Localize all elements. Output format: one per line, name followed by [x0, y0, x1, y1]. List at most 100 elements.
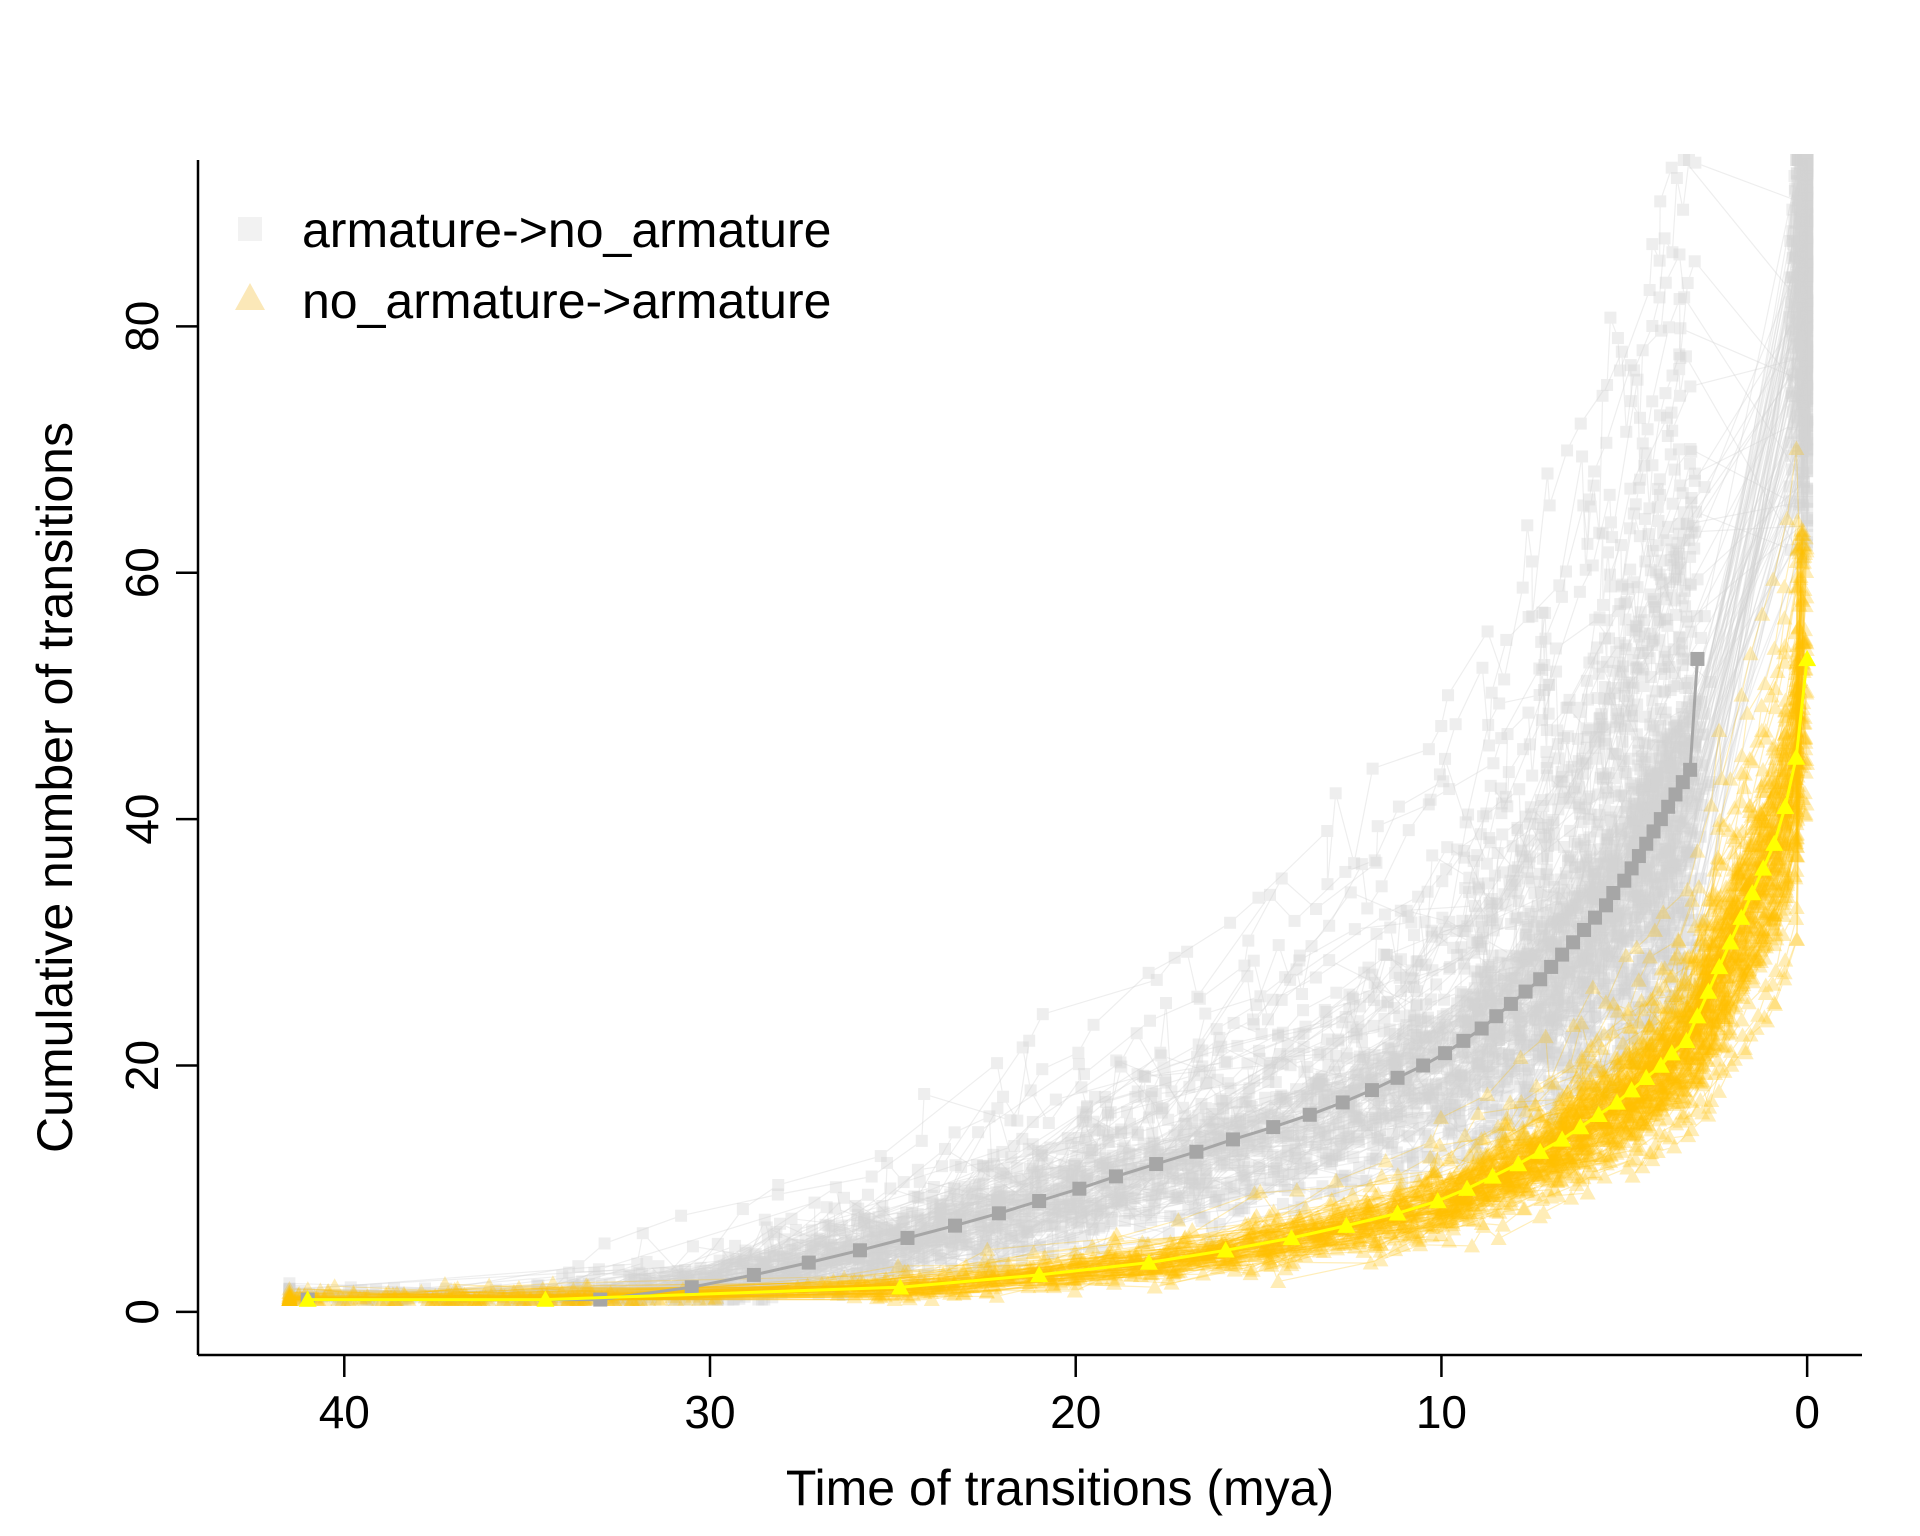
sim-square-point	[283, 1293, 296, 1306]
sim-square-point	[1801, 154, 1814, 166]
sim-square-point	[1801, 154, 1814, 166]
sim-square-point	[1253, 1160, 1266, 1173]
sim-square-point	[1275, 872, 1288, 885]
sim-square-point	[1801, 154, 1814, 166]
armature-sim-trace	[489, 154, 1814, 1296]
sim-square-point	[1596, 389, 1609, 402]
sim-square-point	[1650, 838, 1663, 851]
sim-square-point	[1585, 935, 1598, 948]
sim-square-point	[1241, 1143, 1254, 1156]
sim-square-point	[1786, 225, 1799, 238]
sim-square-point	[1422, 798, 1435, 811]
sim-square-point	[1489, 1024, 1502, 1037]
sim-square-point	[1601, 949, 1614, 962]
sim-square-point	[1514, 1034, 1527, 1047]
sim-square-point	[1584, 895, 1597, 908]
sim-square-point	[1606, 875, 1619, 888]
sim-square-point	[1476, 661, 1489, 674]
sim-square-point	[1784, 271, 1797, 284]
sim-square-point	[1653, 291, 1666, 304]
sim-square-point	[1124, 1197, 1137, 1210]
sim-square-point	[489, 1283, 502, 1296]
sim-square-point	[1801, 154, 1814, 166]
sim-square-point	[1394, 1105, 1407, 1118]
sim-square-point	[1682, 154, 1695, 166]
sim-square-point	[582, 1277, 595, 1290]
sim-square-point	[1793, 168, 1806, 181]
sim-square-point	[860, 1257, 873, 1270]
sim-square-point	[936, 1160, 949, 1173]
sim-square-point	[1797, 154, 1810, 166]
sim-square-point	[1077, 1067, 1090, 1080]
sim-square-point	[865, 1219, 878, 1232]
sim-square-point	[1148, 1168, 1161, 1181]
sim-square-point	[1461, 1086, 1474, 1099]
sim-square-point	[1551, 986, 1564, 999]
sim-square-point	[1475, 1010, 1488, 1023]
sim-square-point	[1053, 1207, 1066, 1220]
sim-square-point	[1579, 563, 1592, 576]
sim-square-point	[1516, 1015, 1529, 1028]
sim-square-point	[1801, 154, 1814, 166]
sim-square-point	[1801, 154, 1814, 166]
sim-square-point	[1799, 154, 1812, 166]
sim-square-point	[748, 1249, 761, 1262]
sim-square-point	[1143, 1014, 1156, 1027]
sim-square-point	[1791, 154, 1804, 166]
sim-square-point	[1320, 1138, 1333, 1151]
sim-square-point	[1310, 903, 1323, 916]
sim-square-point	[1660, 860, 1673, 873]
sim-square-point	[1451, 1065, 1464, 1078]
sim-square-point	[1578, 934, 1591, 947]
sim-square-point	[1597, 937, 1610, 950]
sim-square-point	[1042, 1116, 1055, 1129]
sim-square-point	[1168, 1129, 1181, 1142]
sim-square-point	[1013, 1219, 1026, 1232]
sim-square-point	[1261, 1106, 1274, 1119]
sim-square-point	[1790, 154, 1803, 166]
sim-square-point	[1651, 909, 1664, 922]
sim-square-point	[1553, 579, 1566, 592]
sim-square-point	[718, 1260, 731, 1273]
sim-square-point	[1577, 953, 1590, 966]
sim-square-point	[1666, 246, 1679, 259]
sim-square-point	[1648, 783, 1661, 796]
sim-square-point	[727, 1293, 740, 1306]
sim-square-point	[1801, 154, 1814, 166]
sim-square-point	[1611, 937, 1624, 950]
sim-square-point	[1238, 959, 1251, 972]
sim-square-point	[1582, 1010, 1595, 1023]
sim-square-point	[789, 1223, 802, 1236]
sim-square-point	[1671, 811, 1684, 824]
sim-square-point	[1801, 154, 1814, 166]
sim-square-point	[760, 1274, 773, 1287]
sim-square-point	[1801, 154, 1814, 166]
sim-square-point	[1361, 1070, 1374, 1083]
sim-square-point	[1489, 1045, 1502, 1058]
sim-square-point	[1500, 633, 1513, 646]
sim-square-point	[1670, 172, 1683, 185]
sim-square-point	[1670, 870, 1683, 883]
sim-square-point	[973, 1242, 986, 1255]
sim-square-point	[1795, 154, 1808, 166]
sim-square-point	[1632, 889, 1645, 902]
sim-square-point	[1658, 232, 1671, 245]
sim-square-point	[1016, 1041, 1029, 1054]
sim-square-point	[1371, 820, 1384, 833]
sim-square-point	[1449, 718, 1462, 731]
sim-square-point	[1588, 960, 1601, 973]
sim-square-point	[1677, 203, 1690, 216]
sim-square-point	[876, 1200, 889, 1213]
sim-square-point	[1522, 611, 1535, 624]
sim-square-point	[1498, 982, 1511, 995]
sim-square-point	[1319, 1130, 1332, 1143]
sim-square-point	[1474, 1050, 1487, 1063]
sim-square-point	[1788, 228, 1801, 241]
sim-square-point	[1584, 500, 1597, 513]
sim-square-point	[1801, 154, 1814, 166]
sim-square-point	[1433, 768, 1446, 781]
sim-square-point	[1615, 345, 1628, 358]
sim-square-point	[1637, 863, 1650, 876]
